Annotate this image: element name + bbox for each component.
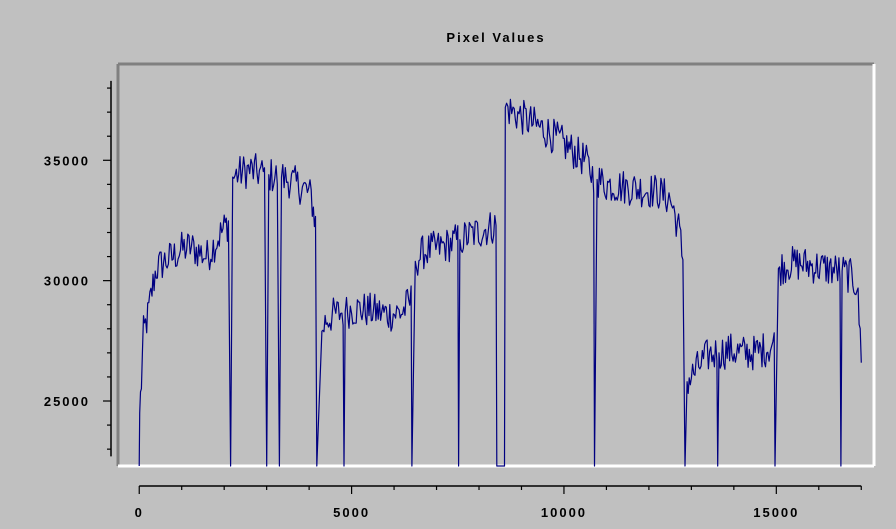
y-axis: 25000 30000 35000 [44, 80, 112, 457]
chart-title: Pixel Values [446, 30, 545, 45]
x-tick-label: 10000 [541, 505, 587, 520]
y-tick-label: 35000 [44, 153, 90, 168]
x-tick-label: 5000 [333, 505, 370, 520]
x-axis: 0 5000 10000 15000 [135, 485, 862, 520]
y-tick-label: 30000 [44, 274, 90, 289]
series-layer [138, 98, 862, 467]
series-line-0 [138, 98, 862, 467]
x-tick-label: 15000 [753, 505, 799, 520]
x-tick-label: 0 [135, 505, 144, 520]
y-tick-label: 25000 [44, 394, 90, 409]
